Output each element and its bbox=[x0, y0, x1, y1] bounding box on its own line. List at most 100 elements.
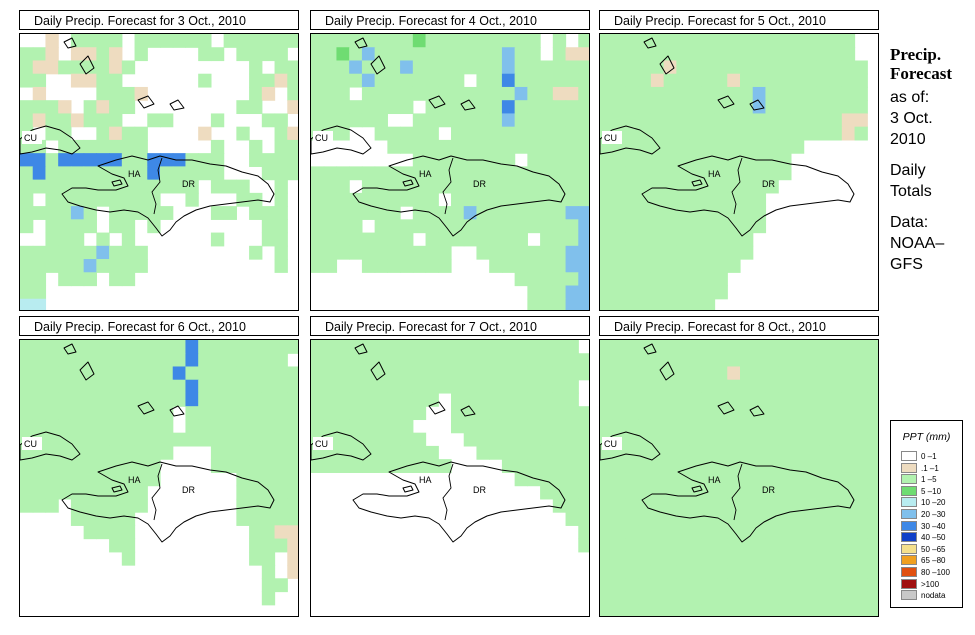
precip-cell bbox=[274, 432, 288, 447]
precip-cell bbox=[625, 432, 639, 447]
precip-cell bbox=[752, 60, 767, 75]
precip-cell bbox=[752, 565, 767, 579]
precip-cell bbox=[689, 139, 703, 154]
precip-cell bbox=[438, 259, 452, 273]
precip-cell bbox=[752, 472, 767, 487]
island-coastline bbox=[428, 95, 446, 109]
precip-cell bbox=[752, 604, 767, 616]
precip-cell bbox=[854, 60, 868, 75]
precip-cell bbox=[740, 379, 754, 394]
precip-cell bbox=[714, 551, 728, 566]
precip-cell bbox=[489, 179, 503, 194]
precip-cell bbox=[361, 34, 376, 48]
precip-cell bbox=[625, 259, 639, 273]
precip-cell bbox=[412, 153, 427, 167]
precip-cell bbox=[765, 126, 779, 141]
precip-cell bbox=[261, 525, 276, 540]
precip-cell bbox=[223, 379, 237, 394]
precip-cell bbox=[83, 245, 97, 260]
precip-cell bbox=[236, 445, 250, 460]
precip-cell bbox=[489, 166, 503, 181]
precip-cell bbox=[236, 126, 250, 141]
precip-cell bbox=[676, 219, 690, 234]
label-background bbox=[22, 131, 42, 144]
precip-cell bbox=[638, 340, 652, 354]
precip-cell bbox=[501, 47, 516, 62]
precip-cell bbox=[412, 166, 427, 181]
precip-cell bbox=[676, 432, 690, 447]
precip-cell bbox=[612, 498, 627, 513]
precip-cell bbox=[527, 259, 541, 273]
precip-cell bbox=[451, 192, 465, 207]
precip-cell bbox=[727, 192, 741, 207]
precip-cell bbox=[803, 86, 817, 101]
precip-cell bbox=[323, 47, 338, 62]
precip-cell bbox=[323, 73, 338, 88]
precip-cell bbox=[96, 86, 110, 101]
precip-cell bbox=[147, 472, 161, 487]
precip-cell bbox=[527, 432, 541, 447]
precip-cell bbox=[714, 179, 728, 194]
precip-cell bbox=[425, 192, 439, 207]
precip-cell bbox=[160, 340, 174, 354]
precip-cell bbox=[701, 459, 716, 473]
precip-cell bbox=[32, 379, 47, 394]
precip-cell bbox=[803, 60, 817, 75]
precip-cell bbox=[70, 366, 85, 381]
precip-cell bbox=[790, 472, 805, 487]
precip-cell bbox=[829, 538, 843, 553]
precip-cell bbox=[701, 47, 716, 62]
precip-cell bbox=[83, 379, 97, 394]
precip-cell bbox=[701, 512, 716, 526]
precip-cell bbox=[841, 34, 856, 48]
precip-cell bbox=[134, 498, 148, 513]
precip-cell bbox=[361, 60, 376, 75]
precip-cell bbox=[451, 353, 465, 368]
precip-cell bbox=[109, 353, 123, 368]
precip-cell bbox=[600, 34, 614, 48]
precip-cell bbox=[578, 259, 589, 273]
label-cuba: CU bbox=[315, 439, 328, 449]
precip-cell bbox=[412, 379, 427, 394]
precip-cell bbox=[58, 472, 72, 487]
precip-cell bbox=[134, 34, 148, 48]
precip-cell bbox=[638, 419, 652, 434]
label-haiti: HA bbox=[419, 169, 432, 179]
precip-cell bbox=[249, 459, 263, 473]
precip-cell bbox=[816, 47, 830, 62]
precip-cell bbox=[867, 392, 878, 407]
precip-cell bbox=[96, 232, 110, 247]
precip-cell bbox=[58, 245, 72, 260]
precip-cell bbox=[412, 259, 427, 273]
precip-cell bbox=[274, 353, 288, 368]
precip-cell bbox=[676, 551, 690, 566]
precip-cell bbox=[650, 139, 665, 154]
precip-cell bbox=[274, 485, 288, 500]
legend-swatch bbox=[901, 555, 917, 566]
precip-cell bbox=[83, 392, 97, 407]
precip-cell bbox=[625, 153, 639, 167]
precip-cell bbox=[790, 126, 805, 141]
precip-cell bbox=[236, 485, 250, 500]
precip-cell bbox=[638, 60, 652, 75]
precip-cell bbox=[600, 538, 614, 553]
precip-cell bbox=[816, 525, 830, 540]
precip-cell bbox=[527, 285, 541, 300]
precip-cell bbox=[701, 206, 716, 220]
precip-cell bbox=[765, 472, 779, 487]
precip-cell bbox=[160, 166, 174, 181]
precip-cell bbox=[261, 86, 276, 101]
precip-cell bbox=[689, 259, 703, 273]
precip-cell bbox=[476, 419, 490, 434]
precip-cell bbox=[412, 47, 427, 62]
precip-cell bbox=[867, 459, 878, 473]
precip-cell bbox=[32, 353, 47, 368]
island-coastline bbox=[137, 95, 155, 109]
precip-cell bbox=[841, 551, 856, 566]
precip-cell bbox=[841, 512, 856, 526]
precip-cell bbox=[600, 340, 614, 354]
precip-cell bbox=[676, 340, 690, 354]
precip-cell bbox=[172, 432, 187, 447]
